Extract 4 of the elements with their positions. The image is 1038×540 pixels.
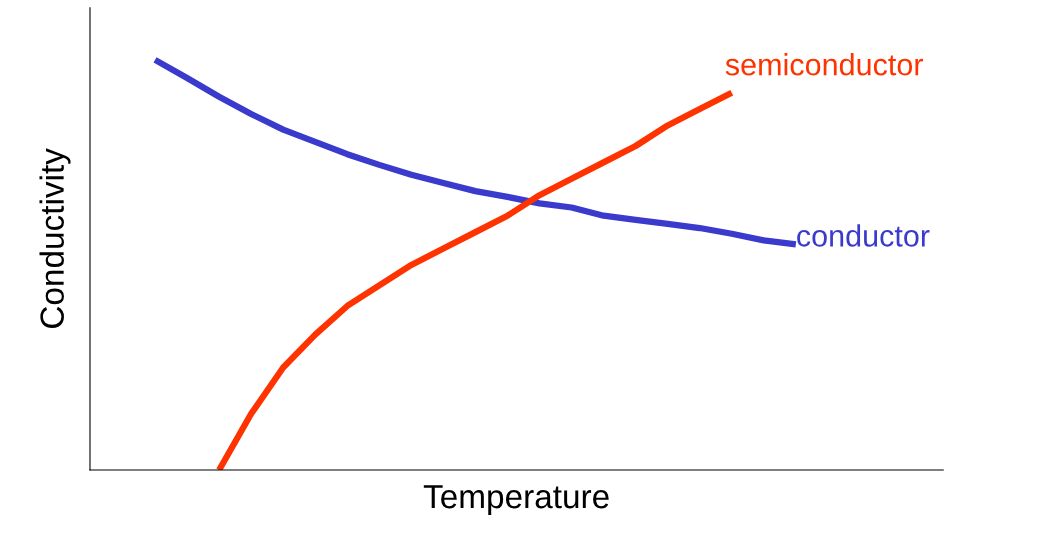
series-label: semiconductor xyxy=(725,53,924,76)
series-label: conductor xyxy=(797,224,930,247)
y-axis-title: Conductivity xyxy=(39,148,71,328)
x-axis-title: Temperature xyxy=(423,485,609,515)
